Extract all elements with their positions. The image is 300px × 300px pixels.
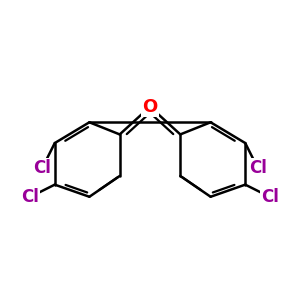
Text: Cl: Cl xyxy=(21,188,39,206)
Text: Cl: Cl xyxy=(33,159,51,177)
Text: Cl: Cl xyxy=(261,188,279,206)
Text: O: O xyxy=(142,98,158,116)
Text: Cl: Cl xyxy=(249,159,267,177)
